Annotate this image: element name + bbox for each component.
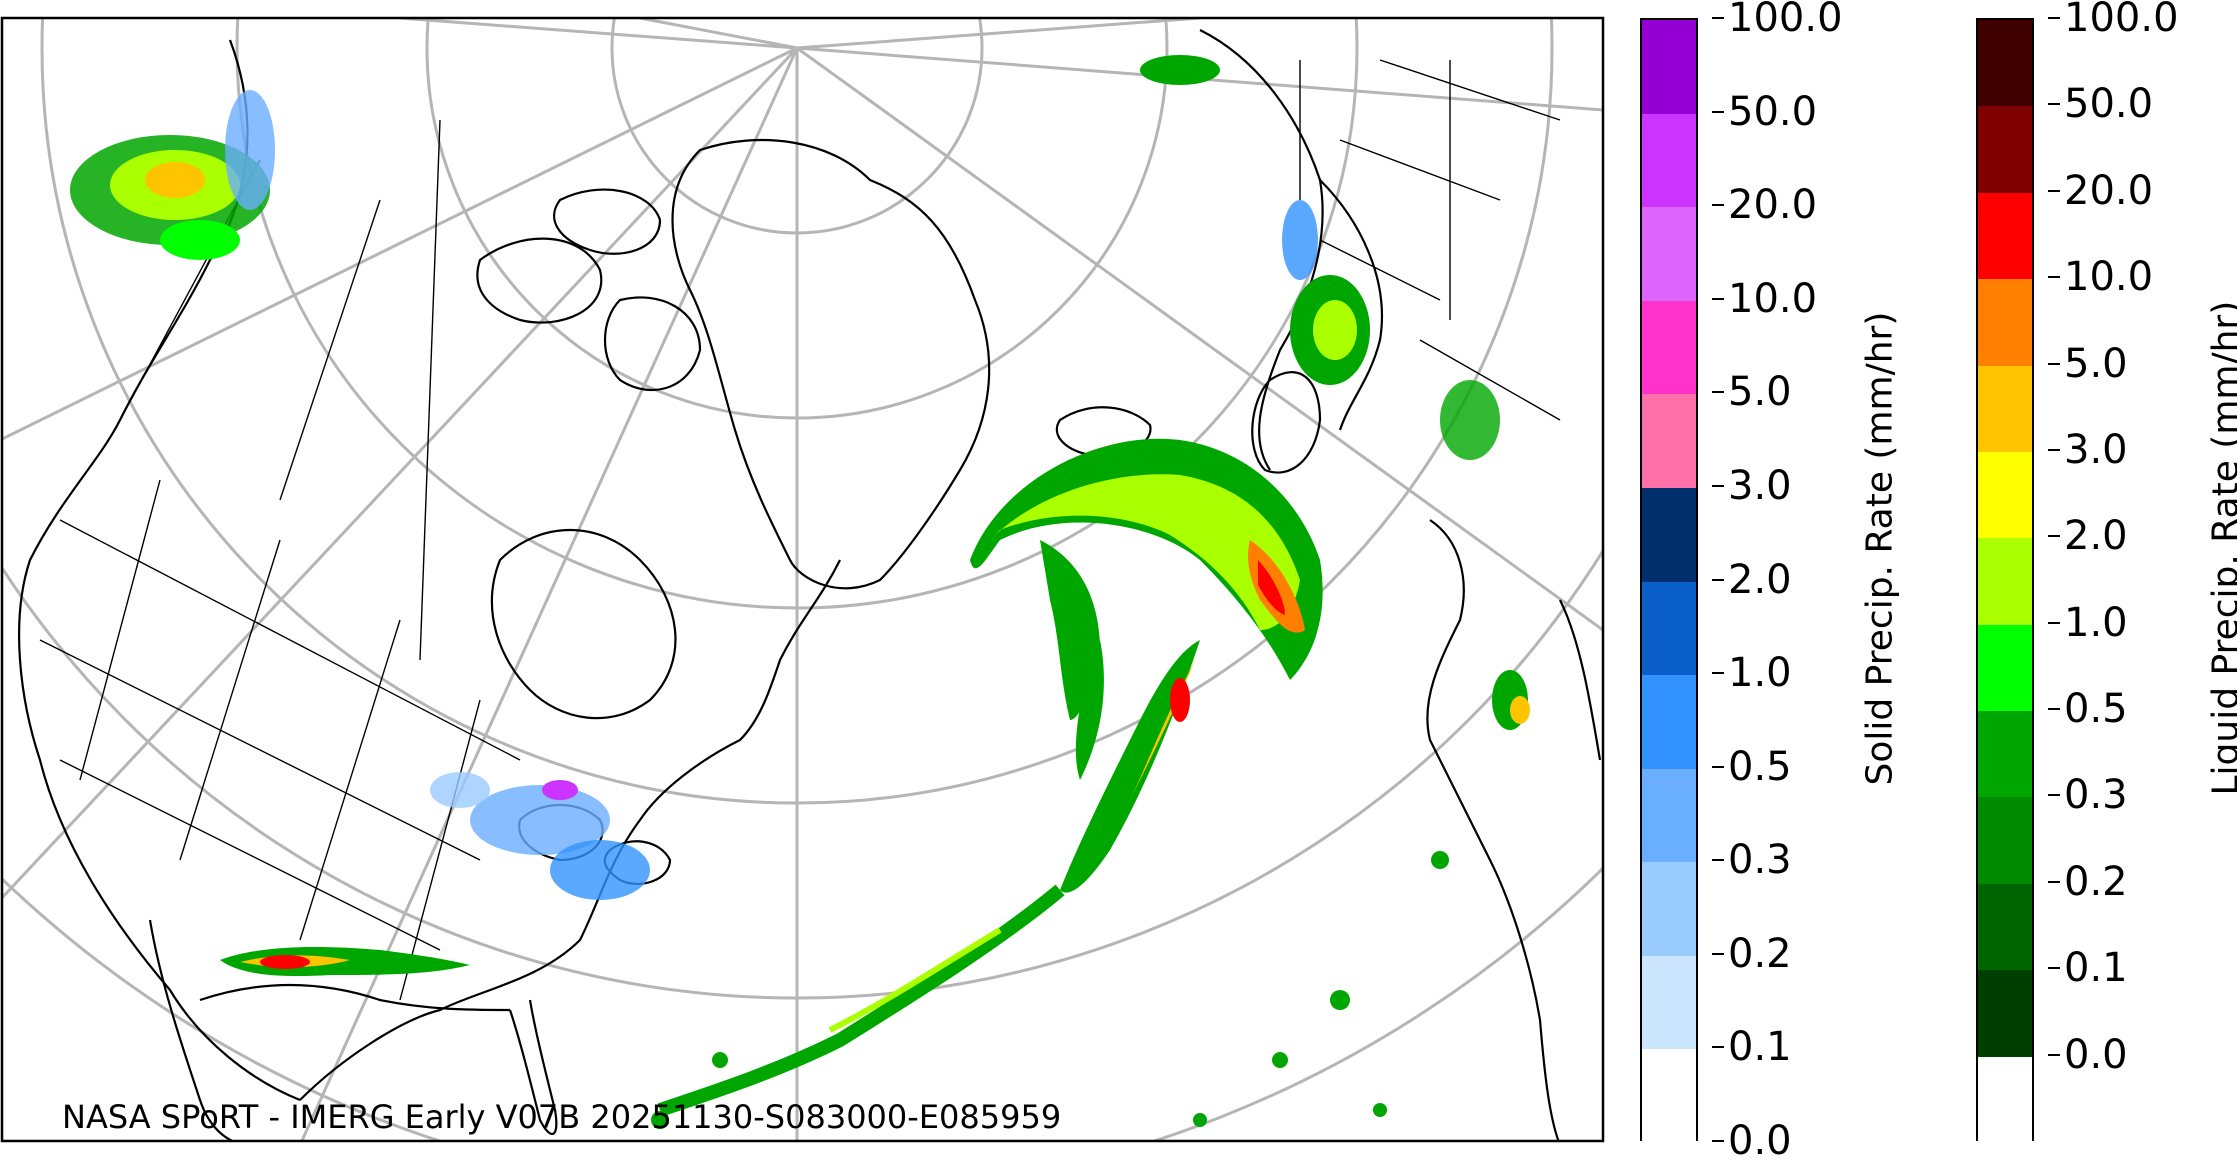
liquid-colorbar-tick-label: 50.0 <box>2064 81 2154 128</box>
precipitation-map <box>0 16 1605 1143</box>
liquid-colorbar-color-segment <box>1978 624 2032 712</box>
solid-colorbar-color-segment <box>1642 487 1696 582</box>
liquid-colorbar-tick-mark <box>2048 103 2060 106</box>
liquid-colorbar-tick-label: 0.0 <box>2064 1031 2128 1078</box>
solid-colorbar-tick-label: 3.0 <box>1728 462 1792 509</box>
liquid-colorbar-tick-label: 10.0 <box>2064 254 2154 301</box>
solid-colorbar-tick-label: 1.0 <box>1728 650 1792 697</box>
solid-colorbar-tick-label: 50.0 <box>1728 88 1818 135</box>
liquid-colorbar-tick-mark <box>2048 189 2060 192</box>
liquid-colorbar-tick-mark <box>2048 794 2060 797</box>
solid-colorbar-tick-label: 10.0 <box>1728 275 1818 322</box>
liquid-colorbar-color-segment <box>1978 883 2032 971</box>
liquid-colorbar-color-segment <box>1978 279 2032 367</box>
liquid-colorbar-tick-mark <box>2048 967 2060 970</box>
solid-colorbar-color-segment <box>1642 581 1696 676</box>
liquid-colorbar-color-segment <box>1978 970 2032 1058</box>
liquid-colorbar-tick-label: 5.0 <box>2064 340 2128 387</box>
precip-gulf <box>220 947 470 977</box>
liquid-colorbar-tick-mark <box>2048 276 2060 279</box>
liquid-colorbar-tick-mark <box>2048 448 2060 451</box>
liquid-colorbar-color-segment <box>1978 451 2032 539</box>
precip-atlantic-storm <box>657 438 1323 1117</box>
solid-colorbar-tick-mark <box>1712 672 1724 675</box>
map-frame <box>0 16 1605 1143</box>
liquid-colorbar-tick-label: 20.0 <box>2064 167 2154 214</box>
liquid-colorbar-tick-label: 0.5 <box>2064 686 2128 733</box>
liquid-colorbar-color-segment <box>1978 192 2032 280</box>
solid-colorbar-color-segment <box>1642 207 1696 302</box>
solid-colorbar-tick-mark <box>1712 484 1724 487</box>
solid-colorbar-title: Solid Precip. Rate (mm/hr) <box>1859 311 1901 786</box>
credit-label: NASA SPoRT - IMERG Early V07B 20251130-S… <box>62 1098 1062 1136</box>
solid-precip-colorbar <box>1640 18 1698 1144</box>
solid-colorbar-tick-label: 0.0 <box>1728 1118 1792 1164</box>
liquid-colorbar-tick-label: 0.1 <box>2064 945 2128 992</box>
liquid-colorbar-tick-label: 1.0 <box>2064 599 2128 646</box>
liquid-colorbar-tick-mark <box>2048 621 2060 624</box>
solid-colorbar-tick-mark <box>1712 17 1724 19</box>
solid-colorbar-color-segment <box>1642 20 1696 114</box>
solid-colorbar-tick-mark <box>1712 859 1724 862</box>
solid-colorbar-color-segment <box>1642 768 1696 863</box>
precip-great-lakes-snow <box>430 772 650 900</box>
precip-scattered <box>651 851 1449 1129</box>
liquid-colorbar-color-segment <box>1978 1056 2032 1144</box>
solid-colorbar-tick-label: 0.2 <box>1728 930 1792 977</box>
liquid-colorbar-tick-label: 3.0 <box>2064 426 2128 473</box>
solid-colorbar-color-segment <box>1642 394 1696 489</box>
solid-colorbar-tick-mark <box>1712 110 1724 113</box>
liquid-colorbar-tick-label: 100.0 <box>2064 0 2179 41</box>
liquid-colorbar-tick-mark <box>2048 535 2060 538</box>
liquid-colorbar-tick-mark <box>2048 880 2060 883</box>
state-borders <box>39 59 1561 1001</box>
liquid-colorbar-tick-mark <box>2048 17 2060 19</box>
solid-colorbar-color-segment <box>1642 300 1696 395</box>
solid-colorbar-color-segment <box>1642 955 1696 1050</box>
solid-colorbar-tick-label: 0.5 <box>1728 743 1792 790</box>
solid-colorbar-color-segment <box>1642 1049 1696 1144</box>
solid-colorbar-tick-label: 100.0 <box>1728 0 1843 41</box>
solid-colorbar-tick-label: 5.0 <box>1728 369 1792 416</box>
liquid-colorbar-color-segment <box>1978 20 2032 107</box>
solid-colorbar-tick-label: 0.1 <box>1728 1024 1792 1071</box>
liquid-colorbar-tick-mark <box>2048 1053 2060 1056</box>
solid-colorbar-color-segment <box>1642 862 1696 957</box>
liquid-colorbar-color-segment <box>1978 365 2032 453</box>
liquid-colorbar-color-segment <box>1978 538 2032 626</box>
solid-colorbar-tick-label: 0.3 <box>1728 837 1792 884</box>
liquid-colorbar-tick-label: 0.2 <box>2064 858 2128 905</box>
solid-colorbar-tick-mark <box>1712 204 1724 207</box>
solid-colorbar-tick-mark <box>1712 765 1724 768</box>
precip-europe <box>1140 55 1530 730</box>
solid-colorbar-tick-label: 2.0 <box>1728 556 1792 603</box>
solid-colorbar-tick-mark <box>1712 578 1724 581</box>
liquid-colorbar-title: Liquid Precip. Rate (mm/hr) <box>2205 300 2237 796</box>
liquid-colorbar-tick-label: 2.0 <box>2064 513 2128 560</box>
solid-colorbar-tick-label: 20.0 <box>1728 182 1818 229</box>
liquid-precip-colorbar <box>1976 18 2034 1144</box>
solid-colorbar-tick-mark <box>1712 1046 1724 1049</box>
solid-colorbar-tick-mark <box>1712 297 1724 300</box>
solid-colorbar-tick-mark <box>1712 952 1724 955</box>
liquid-colorbar-color-segment <box>1978 797 2032 885</box>
liquid-colorbar-tick-mark <box>2048 708 2060 711</box>
liquid-colorbar-tick-label: 0.3 <box>2064 772 2128 819</box>
solid-colorbar-color-segment <box>1642 113 1696 208</box>
precip-pacific-nw <box>70 90 275 260</box>
solid-colorbar-tick-mark <box>1712 391 1724 394</box>
liquid-colorbar-color-segment <box>1978 711 2032 799</box>
solid-colorbar-tick-mark <box>1712 1140 1724 1142</box>
liquid-colorbar-tick-mark <box>2048 362 2060 365</box>
liquid-colorbar-color-segment <box>1978 106 2032 194</box>
solid-colorbar-color-segment <box>1642 675 1696 770</box>
